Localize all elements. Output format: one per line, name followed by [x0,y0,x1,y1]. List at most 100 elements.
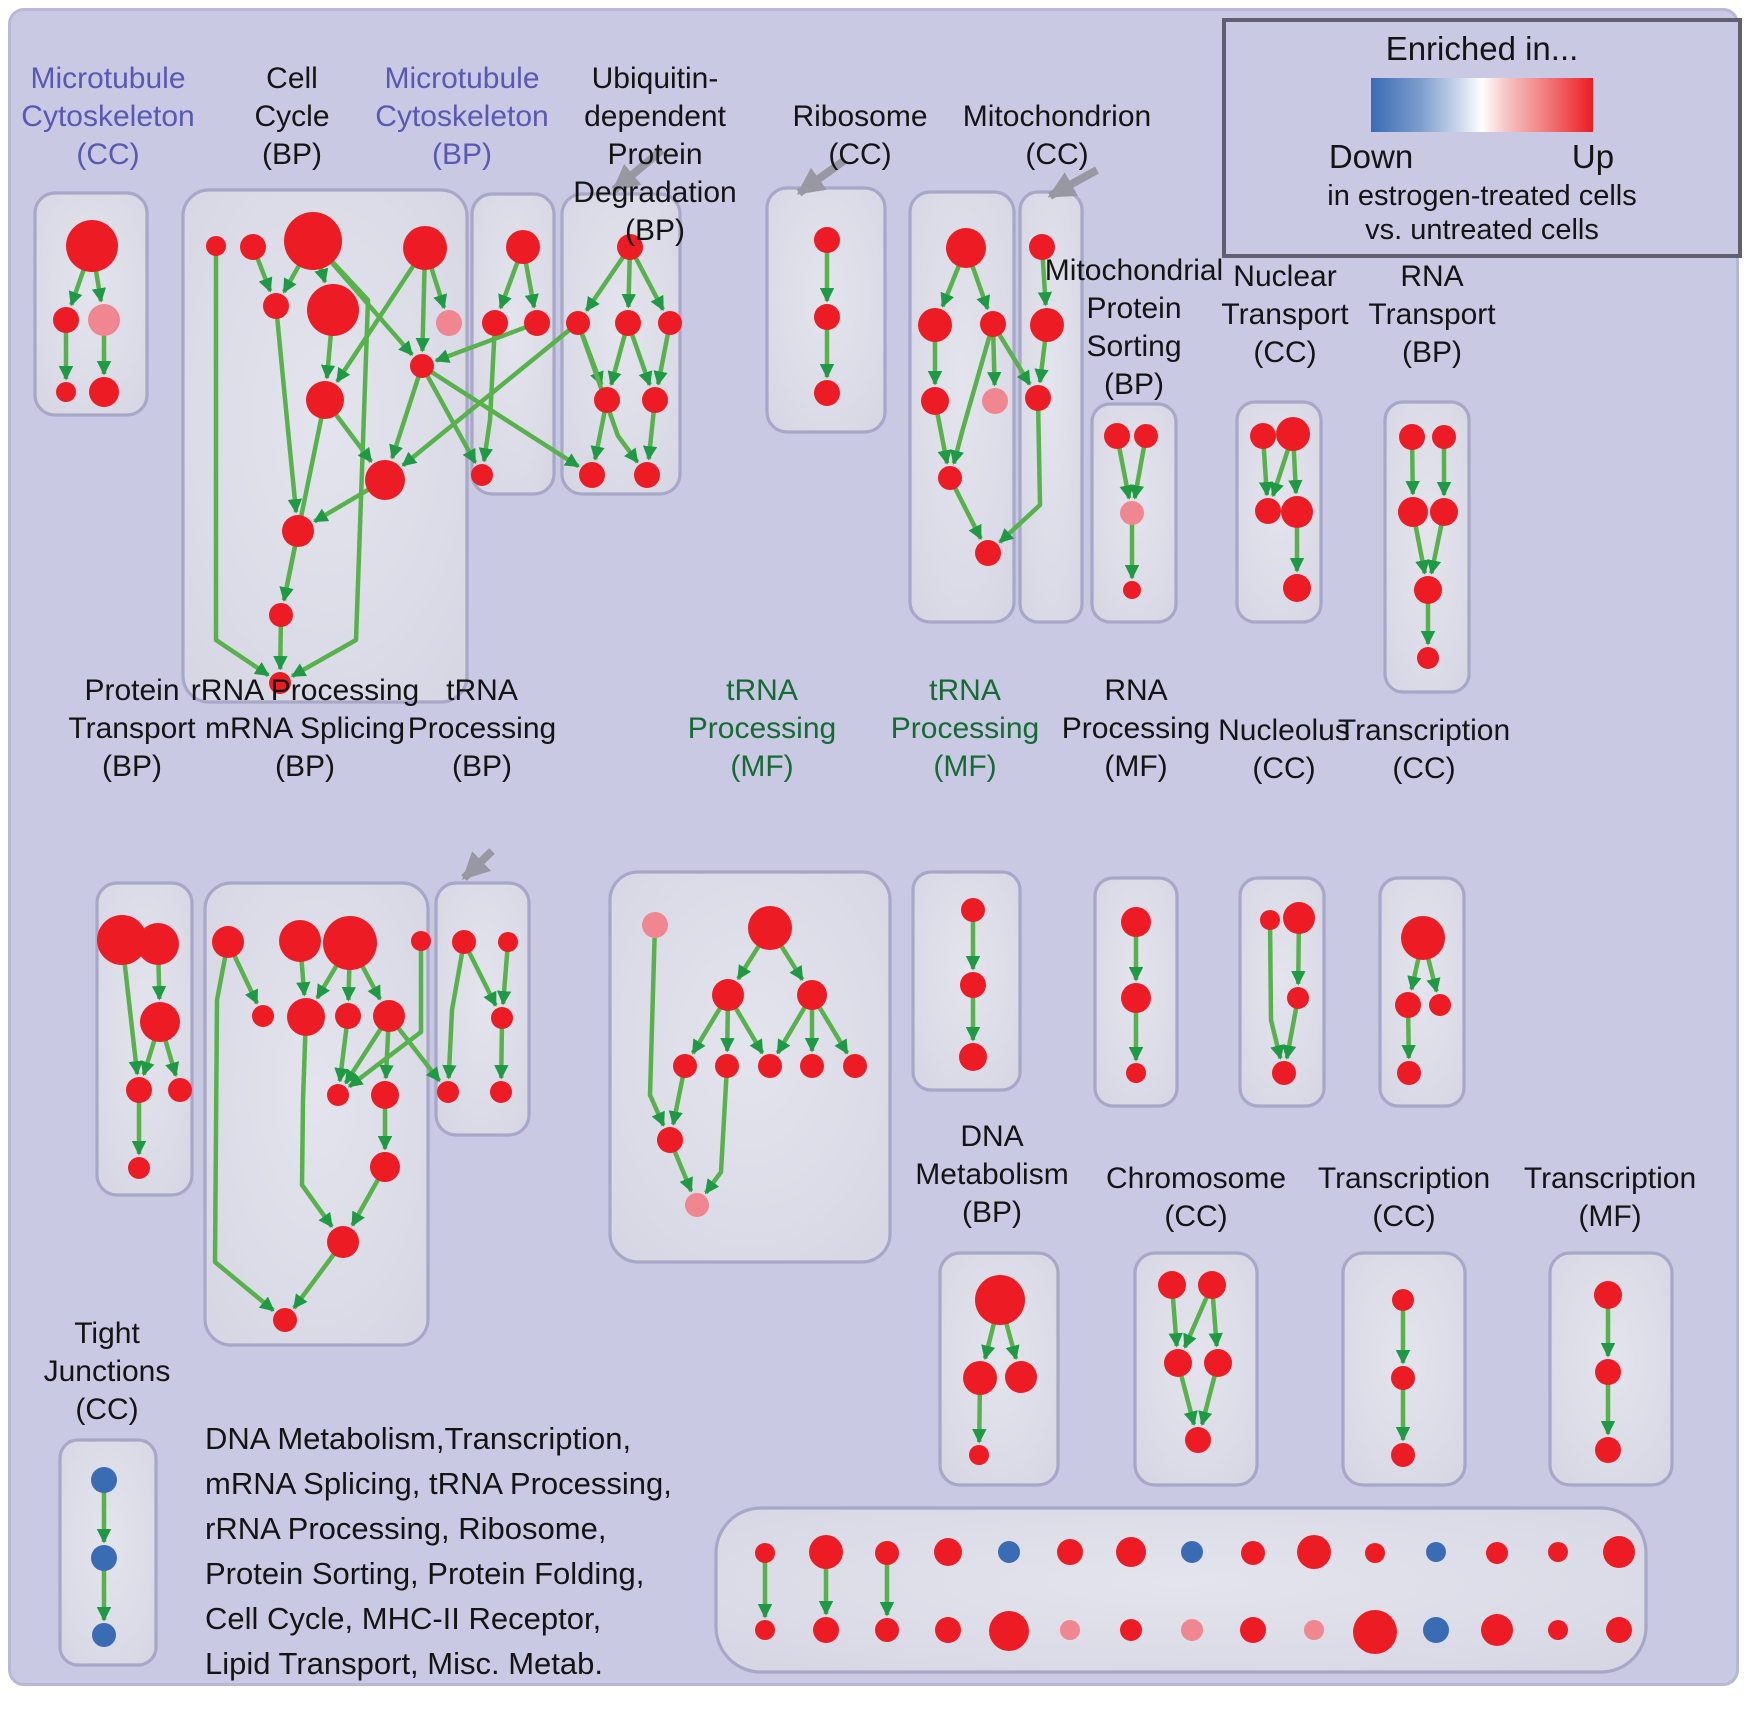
gene-node-cell_cycle [206,236,226,256]
edge-prot [163,1039,180,1077]
gene-node-nuct [1276,417,1310,451]
edge-rrna [343,1027,383,1085]
mitochondrion-pointer-arrow-icon [1047,166,1099,200]
group-box-dnam [938,1251,1060,1487]
gene-node-trmf [1595,1359,1621,1385]
edge-nucl [1267,928,1285,1060]
edge-rrna [341,968,356,1002]
gene-node-trnabp [491,1007,513,1029]
gene-node-misc [1606,1617,1632,1643]
edge-trnamf1 [668,1076,686,1126]
cross-edge-mito-to-ribosome [998,409,1043,544]
edge-dnam [981,1322,997,1360]
gene-node-trmf [1594,1281,1622,1309]
gene-node-cell_cycle [263,293,289,319]
edge-trnamf1 [647,936,666,1127]
gene-node-ubi1 [658,311,682,335]
gene-node-tight [91,1545,117,1571]
gene-node-cell_cycle [365,460,405,500]
gene-node-misc [1240,1617,1266,1643]
edge-prot [151,963,167,1001]
gene-node-prot [128,1157,150,1179]
footnote-line: rRNA Processing, Ribosome, [205,1511,607,1546]
gene-node-misc [755,1543,775,1563]
gene-node-cell_cycle [240,234,266,260]
gene-node-misc [1297,1535,1331,1569]
gene-node-misc [934,1538,962,1566]
gene-node-chrom [1158,1271,1186,1299]
gene-node-nuct [1281,496,1313,528]
gene-node-rnat [1399,424,1425,450]
ubiquitin-pointer-right-arrow-icon [796,156,848,197]
legend-title: Enriched in... [1385,30,1579,67]
gene-node-chrom [1164,1349,1192,1377]
edge-trnabp [494,1027,509,1080]
gene-node-trnabp [498,932,518,952]
gene-node-trcc1 [1401,916,1445,960]
footnote-line: DNA Metabolism,Transcription, [205,1421,632,1456]
edge-rnat [1405,448,1420,496]
gene-node-ribosome [980,311,1006,337]
gene-node-misc [1548,1620,1568,1640]
gene-node-microtubule_cc [56,382,76,402]
gene-node-nuct [1250,423,1276,449]
gene-node-trcc2 [1391,1443,1415,1467]
edge-prot [140,1039,157,1077]
edge-cell_cycle [415,268,430,353]
edge-ribosome [952,486,983,540]
edge-trnamf1 [690,1006,723,1055]
gene-node-mps [1120,501,1144,525]
edge-cell_cycle [313,487,370,524]
cross-edge-rrna-to-trnabp [396,1026,442,1083]
gene-node-microtubule_cc [88,304,120,336]
edge-microtubule_cc [91,270,107,303]
gene-node-misc [1603,1536,1635,1568]
edge-rrna [212,956,275,1313]
edge-trnabp [442,952,465,1080]
edge-ubi1 [633,256,665,311]
edge-ubi1 [653,333,671,386]
gene-node-rrna [279,920,321,962]
gene-node-ribosome [938,466,962,490]
edge-rrna [350,1178,381,1227]
gene-node-chrom [1185,1427,1211,1453]
gene-node-rnap [1121,907,1151,937]
footnote-line: Protein Sorting, Protein Folding, [205,1556,645,1591]
gene-node-misc [1486,1542,1508,1564]
edge-trnabp [466,950,498,1007]
cross-edge-cell_cycle-to-mt_bp [425,374,478,464]
gene-node-misc [1181,1619,1203,1641]
gene-node-ubi1 [566,311,590,335]
gene-node-rrna [371,1081,399,1109]
gene-node-misc [1060,1620,1080,1640]
gene-node-trnamf1 [843,1054,867,1078]
cross-edge-ubi1-to-cell_cycle [401,328,571,468]
trna-bp-pointer-arrow-icon [461,848,495,881]
gene-node-trnamf1 [712,979,744,1011]
gene-node-misc [1304,1620,1324,1640]
gene-node-rnat [1414,576,1442,604]
gene-node-nucl [1272,1061,1296,1085]
gene-node-trnamf1 [642,912,668,938]
edge-trcc1 [1401,1016,1416,1060]
gene-node-ubi1 [617,234,643,260]
edge-ubi1 [629,333,653,387]
edge-ribosome [950,334,992,465]
gene-node-prot [137,923,179,965]
gene-node-rrna [327,1226,359,1258]
gene-node-rnap [1121,983,1151,1013]
edge-ribosome [987,335,1002,387]
gene-node-misc [875,1541,899,1565]
legend-down-label: Down [1328,138,1414,175]
gene-node-tight [91,1467,117,1493]
gene-node-misc [755,1620,775,1640]
edge-rrna [315,964,339,1000]
gene-node-mps [1134,424,1158,448]
gene-node-misc [989,1611,1029,1651]
edge-ubi1 [607,334,627,386]
edge-ubi1 [642,411,658,461]
gene-node-chrom [1204,1349,1232,1377]
edge-nuct [1270,448,1291,498]
edge-mps [1117,447,1134,500]
edge-chrom [1208,1297,1223,1348]
